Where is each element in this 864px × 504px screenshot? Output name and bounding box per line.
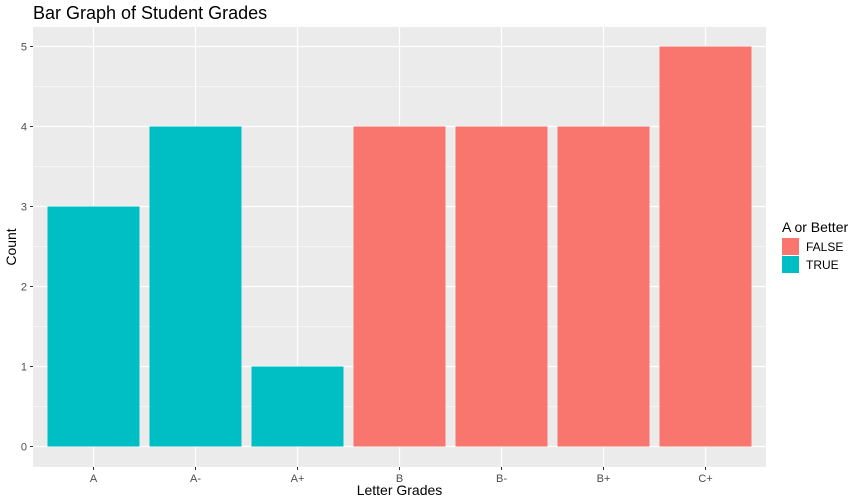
- x-tick-label: B+: [597, 473, 611, 485]
- y-tick-label: 0: [21, 442, 27, 454]
- x-tick-label: A+: [291, 473, 305, 485]
- bar-B+: [557, 126, 650, 447]
- legend: A or Better FALSE TRUE: [782, 219, 848, 273]
- legend-swatch-TRUE: [782, 256, 799, 273]
- bar-A-: [149, 126, 242, 447]
- bar-B: [353, 126, 446, 447]
- y-tick-label: 2: [21, 282, 27, 294]
- bars: [47, 46, 752, 447]
- x-tick-label: A-: [190, 473, 201, 485]
- bar-A: [47, 206, 140, 447]
- y-tick-label: 1: [21, 362, 27, 374]
- x-tick-label: A: [90, 473, 98, 485]
- legend-swatch-FALSE: [782, 238, 799, 255]
- bar-B-: [455, 126, 548, 447]
- chart-title: Bar Graph of Student Grades: [33, 3, 267, 23]
- x-tick-label: B: [396, 473, 403, 485]
- y-axis-ticks: 0 1 2 3 4 5: [21, 42, 33, 454]
- y-tick-label: 5: [21, 42, 27, 54]
- x-tick-label: B-: [496, 473, 507, 485]
- y-tick-label: 4: [21, 122, 27, 134]
- y-axis-title: Count: [3, 228, 19, 265]
- x-tick-label: C+: [698, 473, 712, 485]
- legend-title: A or Better: [782, 219, 848, 235]
- legend-label: TRUE: [806, 258, 839, 272]
- bar-C+: [659, 46, 752, 447]
- x-axis-title: Letter Grades: [357, 482, 443, 498]
- y-tick-label: 3: [21, 202, 27, 214]
- legend-label: FALSE: [806, 240, 843, 254]
- bar-A+: [251, 366, 344, 447]
- x-axis-ticks: A A- A+ B B- B+ C+: [90, 467, 713, 485]
